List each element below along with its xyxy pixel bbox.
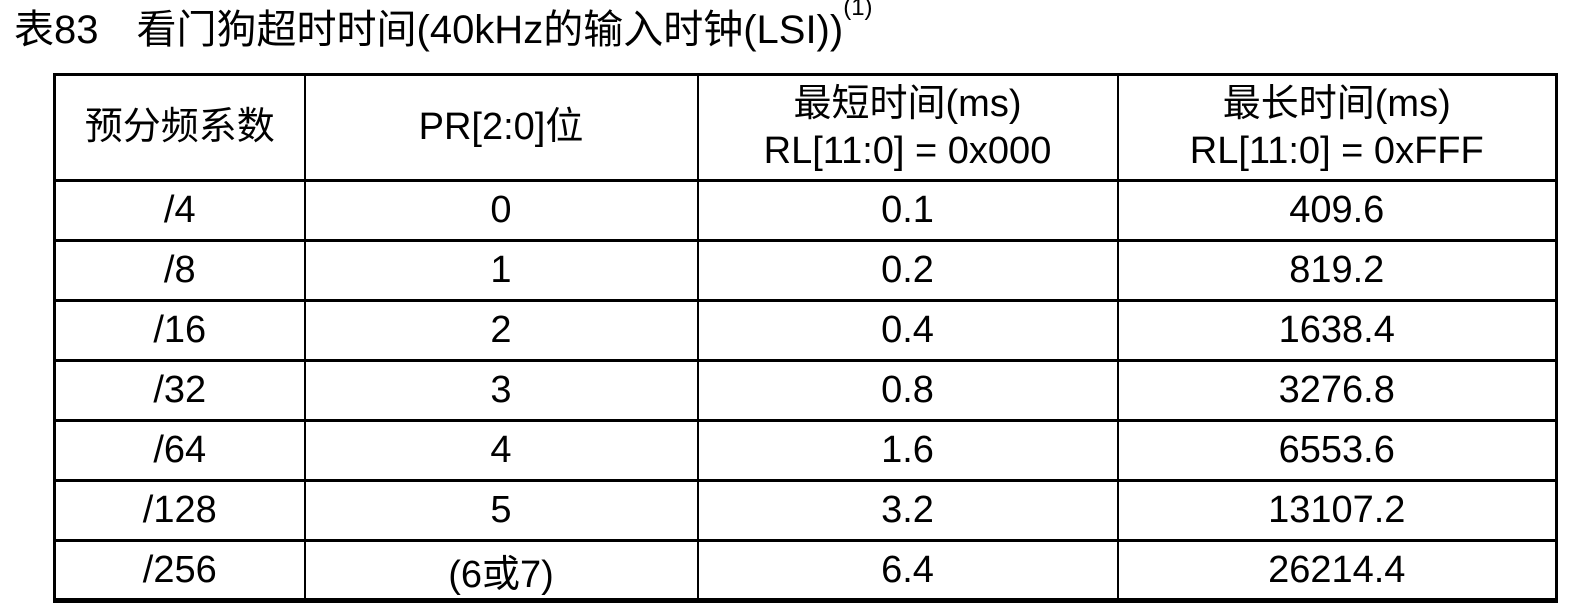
cell-min-time: 3.2 [696, 479, 1119, 542]
column-header-min-time: 最短时间(ms) RL[11:0] = 0x000 [696, 73, 1119, 182]
table-row: /128 5 3.2 13107.2 [53, 479, 1558, 542]
table-row: /32 3 0.8 3276.8 [53, 359, 1558, 422]
cell-min-time: 6.4 [696, 539, 1119, 602]
cell-pr-bits: 4 [303, 419, 699, 482]
cell-max-time: 819.2 [1116, 239, 1558, 302]
cell-pr-bits: 0 [303, 179, 699, 242]
cell-pr-bits: 1 [303, 239, 699, 302]
cell-pr-bits: (6或7) [303, 539, 699, 602]
cell-pr-bits: 5 [303, 479, 699, 542]
cell-min-time: 0.2 [696, 239, 1119, 302]
footnote-reference: (1) [843, 0, 873, 21]
header-row: 预分频系数 PR[2:0]位 最短时间(ms) RL[11:0] = 0x000… [53, 73, 1558, 182]
cell-min-time: 1.6 [696, 419, 1119, 482]
cell-max-time: 409.6 [1116, 179, 1558, 242]
cell-prescaler: /256 [53, 539, 306, 602]
column-header-max-time: 最长时间(ms) RL[11:0] = 0xFFF [1116, 73, 1558, 182]
header-max-time-line1: 最长时间(ms) [1222, 82, 1451, 125]
table-row: /4 0 0.1 409.6 [53, 179, 1558, 242]
cell-pr-bits: 3 [303, 359, 699, 422]
cell-prescaler: /4 [53, 179, 306, 242]
table-row: /256 (6或7) 6.4 26214.4 [53, 539, 1558, 602]
table-title-text: 看门狗超时时间(40kHz的输入时钟(LSI)) [136, 8, 844, 52]
column-header-pr-bits: PR[2:0]位 [303, 73, 699, 182]
cell-prescaler: /8 [53, 239, 306, 302]
header-min-time-line2: RL[11:0] = 0x000 [763, 129, 1052, 172]
cell-max-time: 3276.8 [1116, 359, 1558, 422]
table-row: /16 2 0.4 1638.4 [53, 299, 1558, 362]
table-caption: 表83 看门狗超时时间(40kHz的输入时钟(LSI))(1) [14, 0, 873, 52]
cell-pr-bits: 2 [303, 299, 699, 362]
cell-prescaler: /32 [53, 359, 306, 422]
cell-prescaler: /64 [53, 419, 306, 482]
cell-max-time: 13107.2 [1116, 479, 1558, 542]
header-min-time-line1: 最短时间(ms) [793, 82, 1022, 125]
cell-min-time: 0.4 [696, 299, 1119, 362]
table-row: /8 1 0.2 819.2 [53, 239, 1558, 302]
cell-prescaler: /128 [53, 479, 306, 542]
header-max-time-line2: RL[11:0] = 0xFFF [1189, 129, 1484, 172]
cell-max-time: 1638.4 [1116, 299, 1558, 362]
cell-max-time: 6553.6 [1116, 419, 1558, 482]
header-pr-bits-text: PR[2:0]位 [418, 106, 584, 148]
table-row: /64 4 1.6 6553.6 [53, 419, 1558, 482]
cell-min-time: 0.1 [696, 179, 1119, 242]
cell-max-time: 26214.4 [1116, 539, 1558, 602]
cell-min-time: 0.8 [696, 359, 1119, 422]
column-header-prescaler: 预分频系数 [53, 73, 306, 182]
cell-prescaler: /16 [53, 299, 306, 362]
watchdog-timeout-table: 预分频系数 PR[2:0]位 最短时间(ms) RL[11:0] = 0x000… [53, 73, 1558, 603]
table-number-label: 表83 [14, 8, 99, 52]
header-prescaler-text: 预分频系数 [84, 106, 275, 148]
